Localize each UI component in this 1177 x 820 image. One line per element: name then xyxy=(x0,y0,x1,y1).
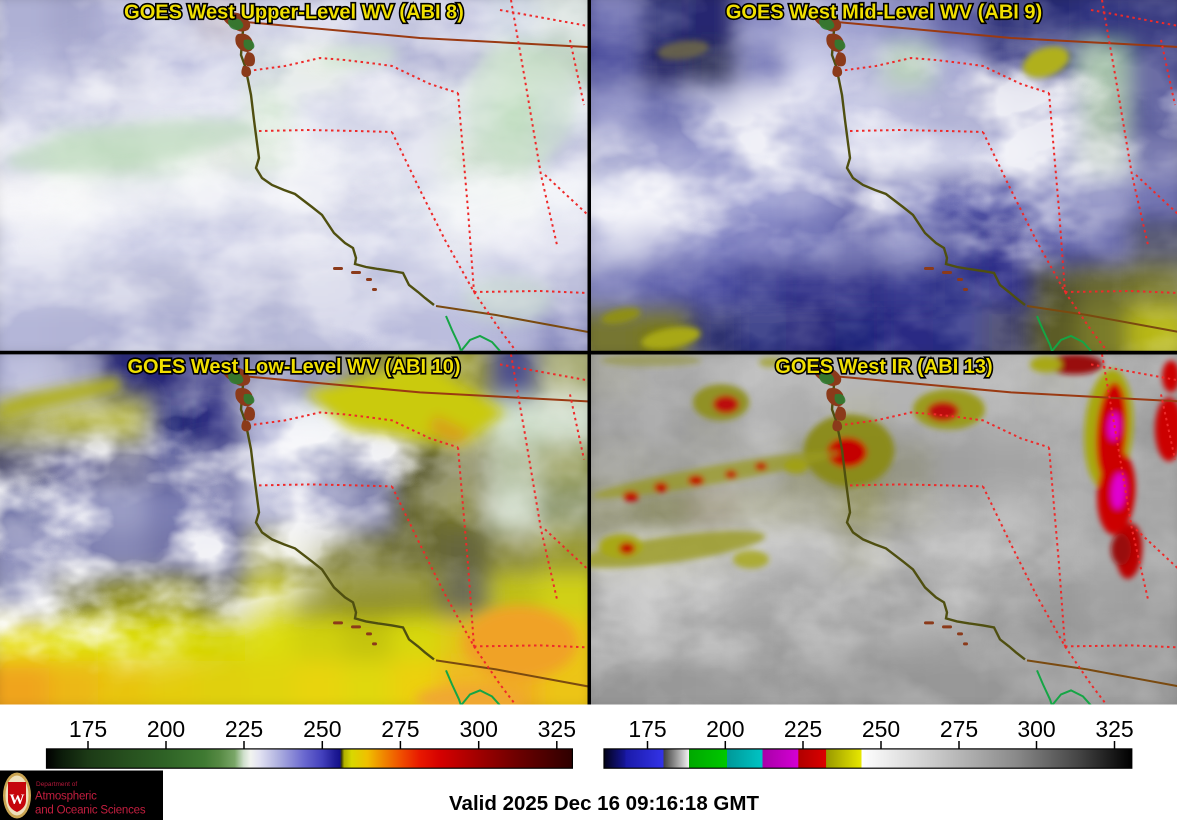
svg-text:325: 325 xyxy=(1095,716,1133,742)
svg-text:250: 250 xyxy=(862,716,900,742)
svg-text:175: 175 xyxy=(69,716,107,742)
svg-text:Valid 2025 Dec 16 09:16:18 GMT: Valid 2025 Dec 16 09:16:18 GMT xyxy=(449,792,759,815)
svg-text:175: 175 xyxy=(628,716,666,742)
svg-text:GOES West Upper-Level WV (ABI: GOES West Upper-Level WV (ABI 8) xyxy=(124,2,464,24)
svg-text:300: 300 xyxy=(460,716,498,742)
svg-text:300: 300 xyxy=(1017,716,1055,742)
svg-text:200: 200 xyxy=(706,716,744,742)
svg-text:and Oceanic Sciences: and Oceanic Sciences xyxy=(35,805,146,817)
svg-text:W: W xyxy=(10,792,25,808)
svg-text:Department of: Department of xyxy=(36,781,77,788)
svg-text:Atmospheric: Atmospheric xyxy=(35,791,97,803)
svg-text:225: 225 xyxy=(225,716,263,742)
svg-text:225: 225 xyxy=(784,716,822,742)
svg-text:GOES West Mid-Level WV (ABI 9): GOES West Mid-Level WV (ABI 9) xyxy=(726,2,1042,24)
svg-text:200: 200 xyxy=(147,716,185,742)
svg-text:275: 275 xyxy=(940,716,978,742)
svg-text:250: 250 xyxy=(303,716,341,742)
svg-text:275: 275 xyxy=(381,716,419,742)
svg-text:325: 325 xyxy=(538,716,576,742)
svg-text:GOES West Low-Level WV (ABI 10: GOES West Low-Level WV (ABI 10) xyxy=(127,356,460,378)
svg-text:GOES West IR (ABI 13): GOES West IR (ABI 13) xyxy=(775,356,992,378)
